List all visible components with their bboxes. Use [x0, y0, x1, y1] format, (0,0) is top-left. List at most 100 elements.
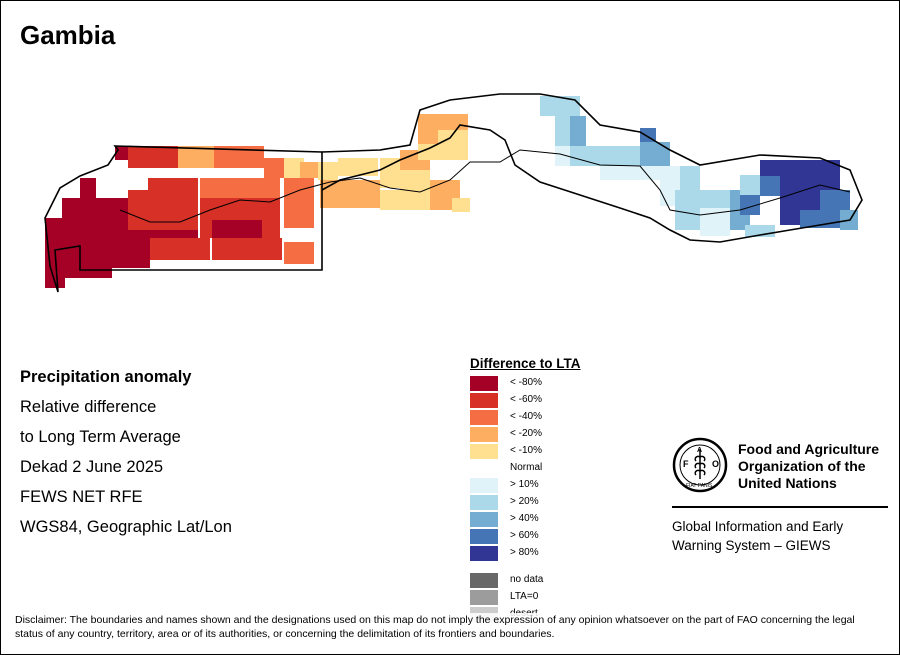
giews-name: Global Information and Early Warning Sys… — [672, 517, 888, 555]
info-title: Precipitation anomaly — [20, 368, 192, 386]
anomaly-cell — [338, 158, 378, 176]
anomaly-cell — [284, 178, 314, 228]
anomaly-cell — [284, 242, 314, 264]
anomaly-cell — [80, 246, 110, 268]
legend-label: < -60% — [510, 394, 542, 405]
legend-row: > 10% — [470, 477, 630, 494]
anomaly-cell — [178, 146, 214, 168]
anomaly-cell — [600, 166, 660, 180]
legend-items: < -80% < -60% < -40% < -20% < -10% Normal > 10… — [470, 375, 630, 562]
legend-label: < -80% — [510, 377, 542, 388]
legend-swatch — [470, 546, 498, 561]
legend-gap — [470, 562, 630, 572]
logo-divider — [672, 506, 888, 508]
anomaly-cell — [214, 146, 264, 168]
legend-label: Normal — [510, 462, 543, 473]
anomaly-cell — [820, 190, 850, 210]
legend-swatch — [470, 393, 498, 408]
map-title: Gambia — [20, 20, 116, 50]
anomaly-grid — [45, 96, 858, 288]
info-projection: WGS84, Geographic Lat/Lon — [20, 518, 232, 536]
anomaly-map — [44, 93, 863, 293]
legend-swatch — [470, 376, 498, 391]
anomaly-cell — [200, 178, 280, 198]
info-source: FEWS NET RFE — [20, 488, 143, 506]
legend-swatch — [470, 427, 498, 442]
info-line: Relative difference — [20, 398, 157, 416]
anomaly-cell — [212, 238, 282, 260]
giews-line: Warning System – GIEWS — [672, 538, 831, 553]
info-dekad: Dekad 2 June 2025 — [20, 458, 164, 476]
fao-emblem-letter: O — [712, 459, 719, 469]
legend-swatch — [470, 529, 498, 544]
legend-label: > 80% — [510, 547, 539, 558]
anomaly-cell — [200, 198, 280, 218]
anomaly-cell — [148, 178, 198, 220]
anomaly-cell — [380, 158, 400, 188]
fao-name-line: United Nations — [738, 475, 837, 491]
legend-swatch — [470, 573, 498, 588]
legend-row: Normal — [470, 460, 630, 477]
fao-name-line: Organization of the — [738, 458, 866, 474]
anomaly-cell — [380, 190, 420, 210]
legend-label: LTA=0 — [510, 591, 539, 602]
anomaly-cell — [318, 162, 338, 180]
legend-row: > 80% — [470, 545, 630, 562]
fao-emblem-letter: A — [697, 447, 702, 454]
anomaly-cell — [80, 178, 96, 198]
fao-emblem-motto: FIAT PANIS — [686, 483, 713, 489]
legend-row: < -60% — [470, 392, 630, 409]
gambia-river — [119, 149, 851, 223]
legend-row: no data — [470, 572, 630, 589]
legend-row: < -20% — [470, 426, 630, 443]
legend-label: > 40% — [510, 513, 539, 524]
legend-label: > 10% — [510, 479, 539, 490]
legend-row: < -80% — [470, 375, 630, 392]
anomaly-cell — [110, 198, 130, 258]
legend-row: < -40% — [470, 409, 630, 426]
disclaimer: Disclaimer: The boundaries and names sho… — [15, 613, 885, 641]
legend-label: < -10% — [510, 445, 542, 456]
anomaly-cell — [640, 142, 670, 168]
legend-row: LTA=0 — [470, 589, 630, 606]
fao-emblem-letter: F — [683, 459, 689, 469]
anomaly-cell — [300, 162, 318, 178]
info-line: to Long Term Average — [20, 428, 181, 446]
legend-row: > 40% — [470, 511, 630, 528]
legend-label: > 20% — [510, 496, 539, 507]
legend-swatch — [470, 461, 498, 476]
legend-swatch — [470, 512, 498, 527]
legend-swatch — [470, 410, 498, 425]
anomaly-cell — [110, 246, 150, 268]
legend-swatch — [470, 444, 498, 459]
legend-row: < -10% — [470, 443, 630, 460]
fao-name-line: Food and Agriculture — [738, 441, 880, 457]
anomaly-cell — [264, 158, 284, 178]
anomaly-cell — [284, 158, 304, 178]
legend-row: > 60% — [470, 528, 630, 545]
legend-label: < -20% — [510, 428, 542, 439]
legend-title: Difference to LTA — [470, 356, 581, 371]
fao-emblem-icon: F O A FIAT PANIS — [672, 437, 728, 493]
legend-label: < -40% — [510, 411, 542, 422]
legend-swatch — [470, 478, 498, 493]
legend-label: no data — [510, 574, 544, 585]
legend-swatch — [470, 590, 498, 605]
anomaly-cell — [212, 220, 262, 238]
anomaly-cell — [418, 144, 468, 160]
legend: Difference to LTA < -80% < -60% < -40% < -2… — [470, 356, 630, 623]
anomaly-cell — [570, 116, 586, 146]
anomaly-cell — [320, 180, 380, 208]
anomaly-cell — [740, 195, 760, 215]
legend-swatch — [470, 495, 498, 510]
legend-label: > 60% — [510, 530, 539, 541]
giews-line: Global Information and Early — [672, 519, 844, 534]
fao-org-name: Food and Agriculture Organization of the… — [738, 441, 898, 492]
anomaly-cell — [150, 238, 210, 260]
country-boundary — [44, 93, 863, 293]
map-info: Precipitation anomaly Relative differenc… — [20, 362, 232, 542]
anomaly-cell — [452, 198, 470, 212]
anomaly-cell — [570, 146, 650, 166]
anomaly-cell — [540, 96, 580, 116]
gambia-east-border — [321, 93, 863, 243]
